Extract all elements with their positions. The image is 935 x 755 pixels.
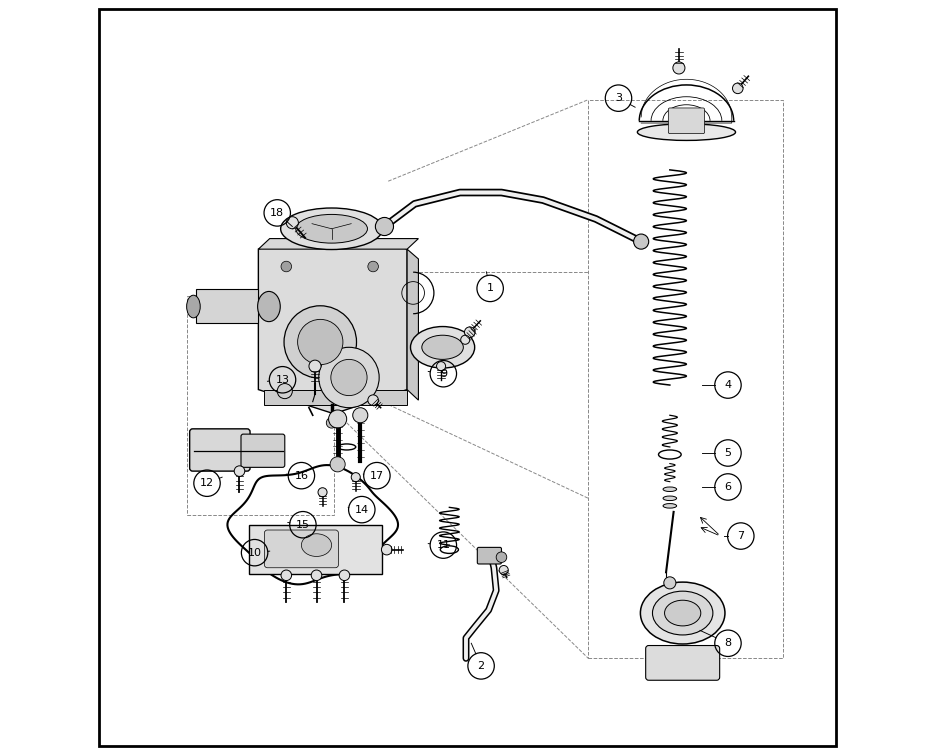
Ellipse shape — [187, 295, 200, 318]
Circle shape — [461, 335, 469, 344]
Text: 14: 14 — [354, 504, 369, 515]
Polygon shape — [258, 225, 407, 414]
Circle shape — [318, 488, 327, 497]
FancyBboxPatch shape — [669, 108, 705, 134]
Ellipse shape — [663, 504, 677, 508]
Ellipse shape — [663, 487, 677, 492]
Text: 16: 16 — [295, 470, 309, 481]
Circle shape — [297, 319, 343, 365]
Circle shape — [732, 83, 743, 94]
Circle shape — [309, 360, 321, 372]
FancyBboxPatch shape — [241, 434, 285, 467]
Ellipse shape — [665, 600, 701, 626]
Text: 5: 5 — [725, 448, 731, 458]
Text: 13: 13 — [276, 374, 290, 385]
Circle shape — [319, 347, 380, 408]
Polygon shape — [249, 525, 382, 574]
Polygon shape — [258, 239, 419, 249]
Circle shape — [326, 418, 337, 428]
Text: 15: 15 — [295, 519, 309, 530]
Circle shape — [673, 62, 685, 74]
Ellipse shape — [295, 214, 367, 243]
Circle shape — [352, 473, 360, 482]
Circle shape — [381, 544, 392, 555]
Circle shape — [437, 362, 446, 371]
Ellipse shape — [410, 326, 475, 368]
Ellipse shape — [422, 335, 464, 359]
Bar — [187, 296, 334, 515]
Ellipse shape — [663, 496, 677, 501]
Text: 18: 18 — [270, 208, 284, 218]
Ellipse shape — [638, 124, 736, 140]
Circle shape — [284, 306, 356, 378]
FancyBboxPatch shape — [265, 530, 338, 568]
Polygon shape — [407, 249, 419, 400]
Ellipse shape — [280, 208, 382, 249]
Circle shape — [465, 327, 475, 337]
Circle shape — [367, 261, 379, 272]
Circle shape — [286, 217, 298, 229]
FancyBboxPatch shape — [646, 646, 720, 680]
Text: 9: 9 — [439, 368, 447, 379]
Text: 3: 3 — [615, 93, 622, 103]
Circle shape — [311, 570, 322, 581]
Ellipse shape — [653, 591, 712, 635]
Text: 6: 6 — [725, 482, 731, 492]
Circle shape — [331, 359, 367, 396]
Circle shape — [352, 408, 367, 423]
Circle shape — [281, 570, 292, 581]
Polygon shape — [264, 390, 407, 405]
Circle shape — [634, 234, 649, 249]
Text: 7: 7 — [737, 531, 744, 541]
Bar — [588, 100, 784, 658]
Text: 10: 10 — [248, 547, 262, 558]
Ellipse shape — [258, 291, 280, 322]
Circle shape — [278, 384, 293, 399]
Text: 12: 12 — [200, 478, 214, 488]
Text: 8: 8 — [725, 638, 731, 649]
Text: 4: 4 — [725, 380, 731, 390]
Text: 17: 17 — [370, 470, 384, 481]
FancyBboxPatch shape — [477, 547, 501, 564]
Ellipse shape — [640, 582, 725, 644]
Circle shape — [496, 552, 507, 562]
FancyBboxPatch shape — [190, 429, 250, 471]
Circle shape — [234, 466, 245, 476]
Ellipse shape — [301, 534, 332, 556]
Circle shape — [281, 261, 292, 272]
Circle shape — [664, 577, 676, 589]
Text: 11: 11 — [437, 540, 451, 550]
Circle shape — [328, 410, 347, 428]
Text: 2: 2 — [478, 661, 484, 671]
Circle shape — [367, 395, 379, 405]
Circle shape — [330, 457, 345, 472]
Circle shape — [375, 217, 394, 236]
Text: 1: 1 — [486, 283, 494, 294]
Polygon shape — [195, 289, 258, 323]
Circle shape — [339, 570, 350, 581]
Circle shape — [499, 565, 509, 575]
